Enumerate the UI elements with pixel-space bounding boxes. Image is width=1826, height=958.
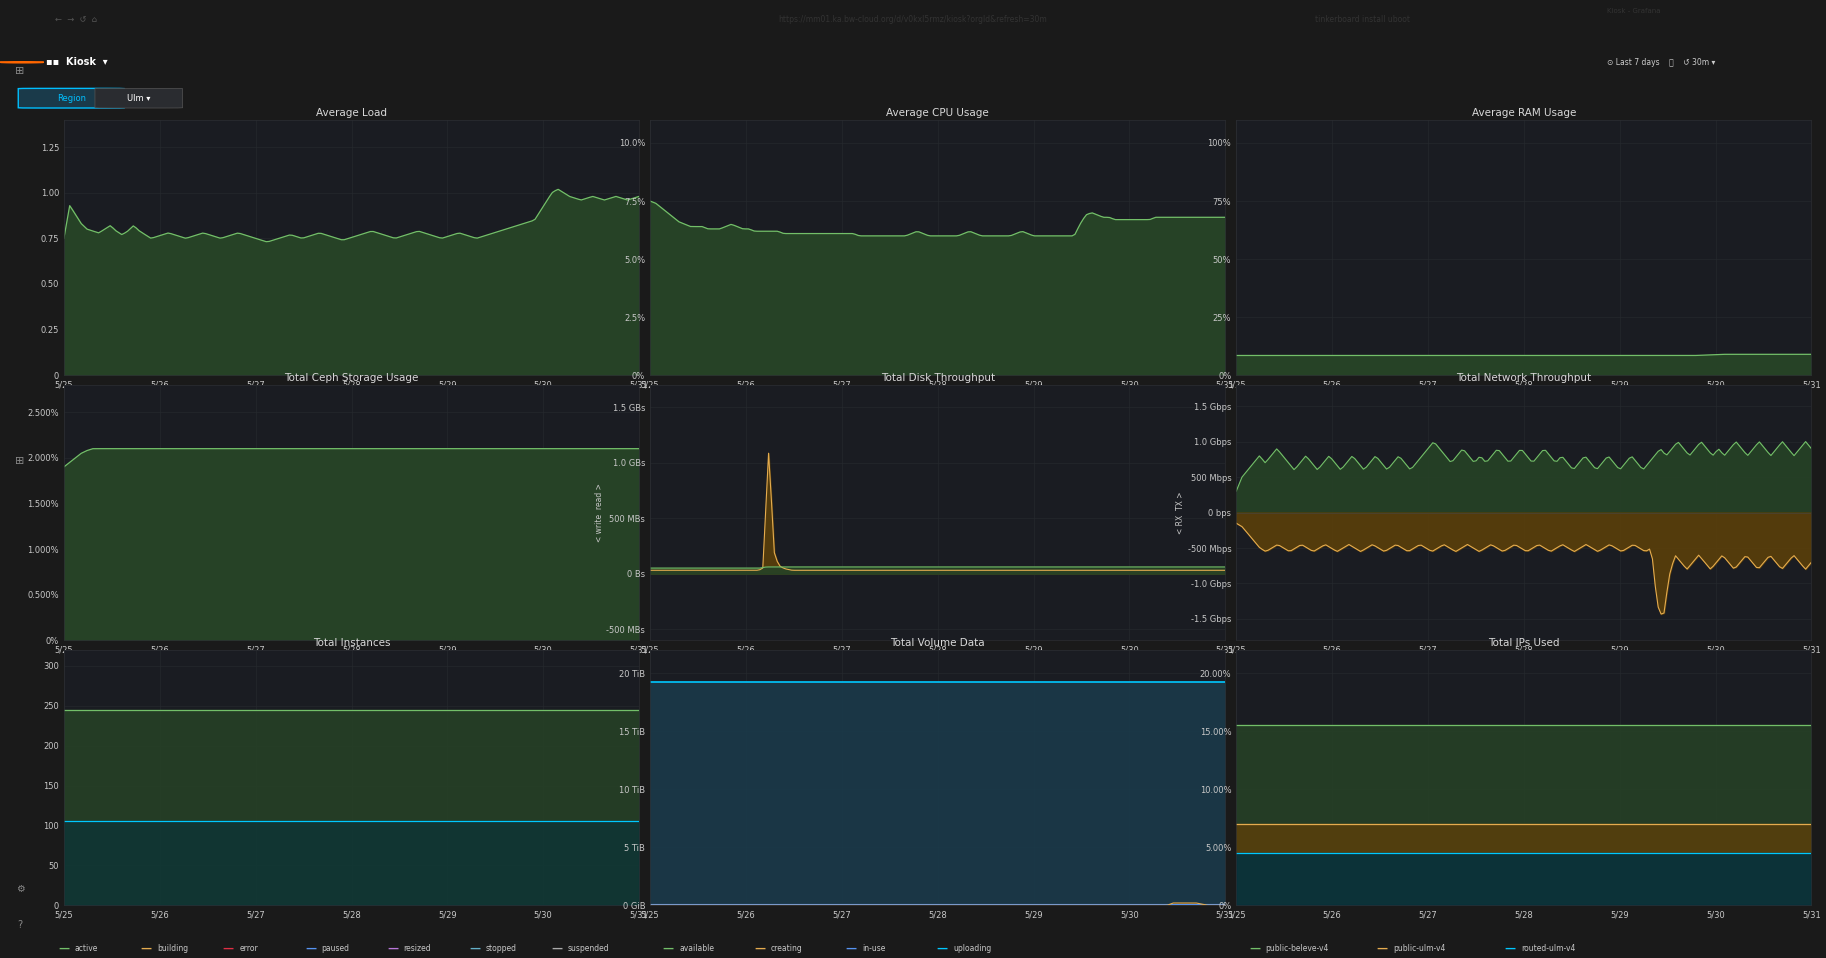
Text: creating: creating bbox=[771, 944, 802, 953]
Text: https://mm01.ka.bw-cloud.org/d/v0kxl5rmz/kiosk?orgId&refresh=30m: https://mm01.ka.bw-cloud.org/d/v0kxl5rmz… bbox=[778, 14, 1048, 24]
Text: uploading: uploading bbox=[953, 944, 992, 953]
Text: —: — bbox=[223, 944, 234, 953]
Text: stopped: stopped bbox=[486, 944, 517, 953]
Text: error: error bbox=[239, 944, 257, 953]
Circle shape bbox=[0, 61, 44, 63]
FancyBboxPatch shape bbox=[18, 88, 124, 108]
Text: in-use: in-use bbox=[862, 944, 886, 953]
Y-axis label: < write  read >: < write read > bbox=[595, 483, 604, 542]
Text: —: — bbox=[754, 944, 765, 953]
Title: Total Volume Data: Total Volume Data bbox=[891, 638, 984, 648]
Title: Total Disk Throughput: Total Disk Throughput bbox=[880, 373, 995, 382]
Title: Total Instances: Total Instances bbox=[312, 638, 391, 648]
Title: Total Ceph Storage Usage: Total Ceph Storage Usage bbox=[285, 373, 418, 382]
Text: Kiosk - Grafana: Kiosk - Grafana bbox=[1607, 8, 1660, 13]
Text: active: active bbox=[75, 944, 99, 953]
Text: —: — bbox=[1249, 944, 1260, 953]
Text: public-ulm-v4: public-ulm-v4 bbox=[1393, 944, 1446, 953]
Text: —: — bbox=[469, 944, 480, 953]
Text: ⊙ Last 7 days    🔍    ↺ 30m ▾: ⊙ Last 7 days 🔍 ↺ 30m ▾ bbox=[1607, 57, 1715, 67]
Title: Total Network Throughput: Total Network Throughput bbox=[1455, 373, 1592, 382]
Text: Region: Region bbox=[57, 94, 86, 103]
Y-axis label: < RX  TX >: < RX TX > bbox=[1176, 491, 1185, 534]
Text: —: — bbox=[845, 944, 856, 953]
Text: building: building bbox=[157, 944, 188, 953]
Text: available: available bbox=[679, 944, 714, 953]
Text: ⊞: ⊞ bbox=[15, 456, 26, 467]
Text: routed-ulm-v4: routed-ulm-v4 bbox=[1521, 944, 1576, 953]
Text: —: — bbox=[141, 944, 152, 953]
Text: paused: paused bbox=[321, 944, 349, 953]
FancyBboxPatch shape bbox=[95, 88, 183, 108]
Text: —: — bbox=[1377, 944, 1388, 953]
Text: ←  →  ↺  ⌂: ← → ↺ ⌂ bbox=[55, 14, 97, 24]
Text: —: — bbox=[387, 944, 398, 953]
Text: ▪▪  Kiosk  ▾: ▪▪ Kiosk ▾ bbox=[46, 57, 108, 67]
Title: Average CPU Usage: Average CPU Usage bbox=[886, 107, 990, 118]
Text: —: — bbox=[1505, 944, 1516, 953]
Text: public-beleve-v4: public-beleve-v4 bbox=[1265, 944, 1329, 953]
Title: Average RAM Usage: Average RAM Usage bbox=[1472, 107, 1576, 118]
Text: —: — bbox=[305, 944, 316, 953]
Text: ?: ? bbox=[18, 921, 22, 930]
Title: Average Load: Average Load bbox=[316, 107, 387, 118]
Text: —: — bbox=[58, 944, 69, 953]
Text: —: — bbox=[937, 944, 948, 953]
Text: —: — bbox=[551, 944, 562, 953]
Text: ⊞: ⊞ bbox=[15, 66, 26, 76]
Title: Total IPs Used: Total IPs Used bbox=[1488, 638, 1559, 648]
Text: tinkerboard install uboot: tinkerboard install uboot bbox=[1315, 14, 1410, 24]
Text: suspended: suspended bbox=[568, 944, 610, 953]
Text: Ulm ▾: Ulm ▾ bbox=[128, 94, 150, 103]
Text: —: — bbox=[663, 944, 674, 953]
Text: resized: resized bbox=[404, 944, 431, 953]
Text: ⚙: ⚙ bbox=[16, 883, 24, 894]
